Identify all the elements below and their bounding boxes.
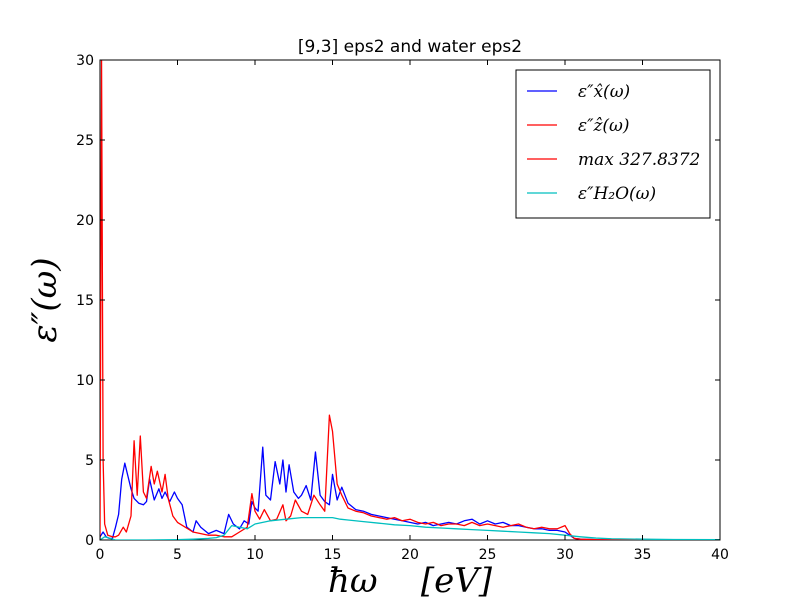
x-tick-label: 15 [324, 547, 342, 563]
legend-label-3: ε″H₂O(ω) [578, 184, 656, 204]
y-axis: 0 5 10 15 20 25 30 [76, 53, 720, 549]
y-tick-label: 15 [76, 293, 94, 309]
x-tick-label: 35 [634, 547, 652, 563]
y-tick-label: 0 [85, 533, 94, 549]
series-line-3 [100, 516, 720, 540]
y-tick-label: 30 [76, 53, 94, 69]
y-tick-label: 10 [76, 373, 94, 389]
x-tick-label: 40 [711, 547, 729, 563]
x-axis-label: ħω [eV] [328, 561, 493, 600]
chart-title: [9,3] eps2 and water eps2 [298, 37, 522, 57]
y-tick-label: 25 [76, 133, 94, 149]
x-tick-label: 30 [556, 547, 574, 563]
x-tick-label: 20 [401, 547, 419, 563]
legend-label-1: ε″ẑ(ω) [578, 116, 630, 136]
series-layer [100, 60, 720, 540]
x-axis: 0 5 10 15 20 25 30 35 40 [96, 60, 729, 563]
y-tick-label: 5 [85, 453, 94, 469]
legend-label-0: ε″x̂(ω) [578, 82, 630, 102]
x-tick-label: 0 [96, 547, 105, 563]
series-line-0 [100, 446, 720, 540]
series-line-1 [100, 60, 720, 540]
y-tick-label: 20 [76, 213, 94, 229]
y-axis-label: ε″(ω) [25, 257, 65, 342]
x-tick-label: 10 [246, 547, 264, 563]
x-tick-label: 25 [479, 547, 497, 563]
legend: ε″x̂(ω) ε″ẑ(ω) max 327.8372 ε″H₂O(ω) [515, 69, 711, 219]
x-tick-label: 5 [173, 547, 182, 563]
legend-label-2: max 327.8372 [578, 150, 700, 170]
